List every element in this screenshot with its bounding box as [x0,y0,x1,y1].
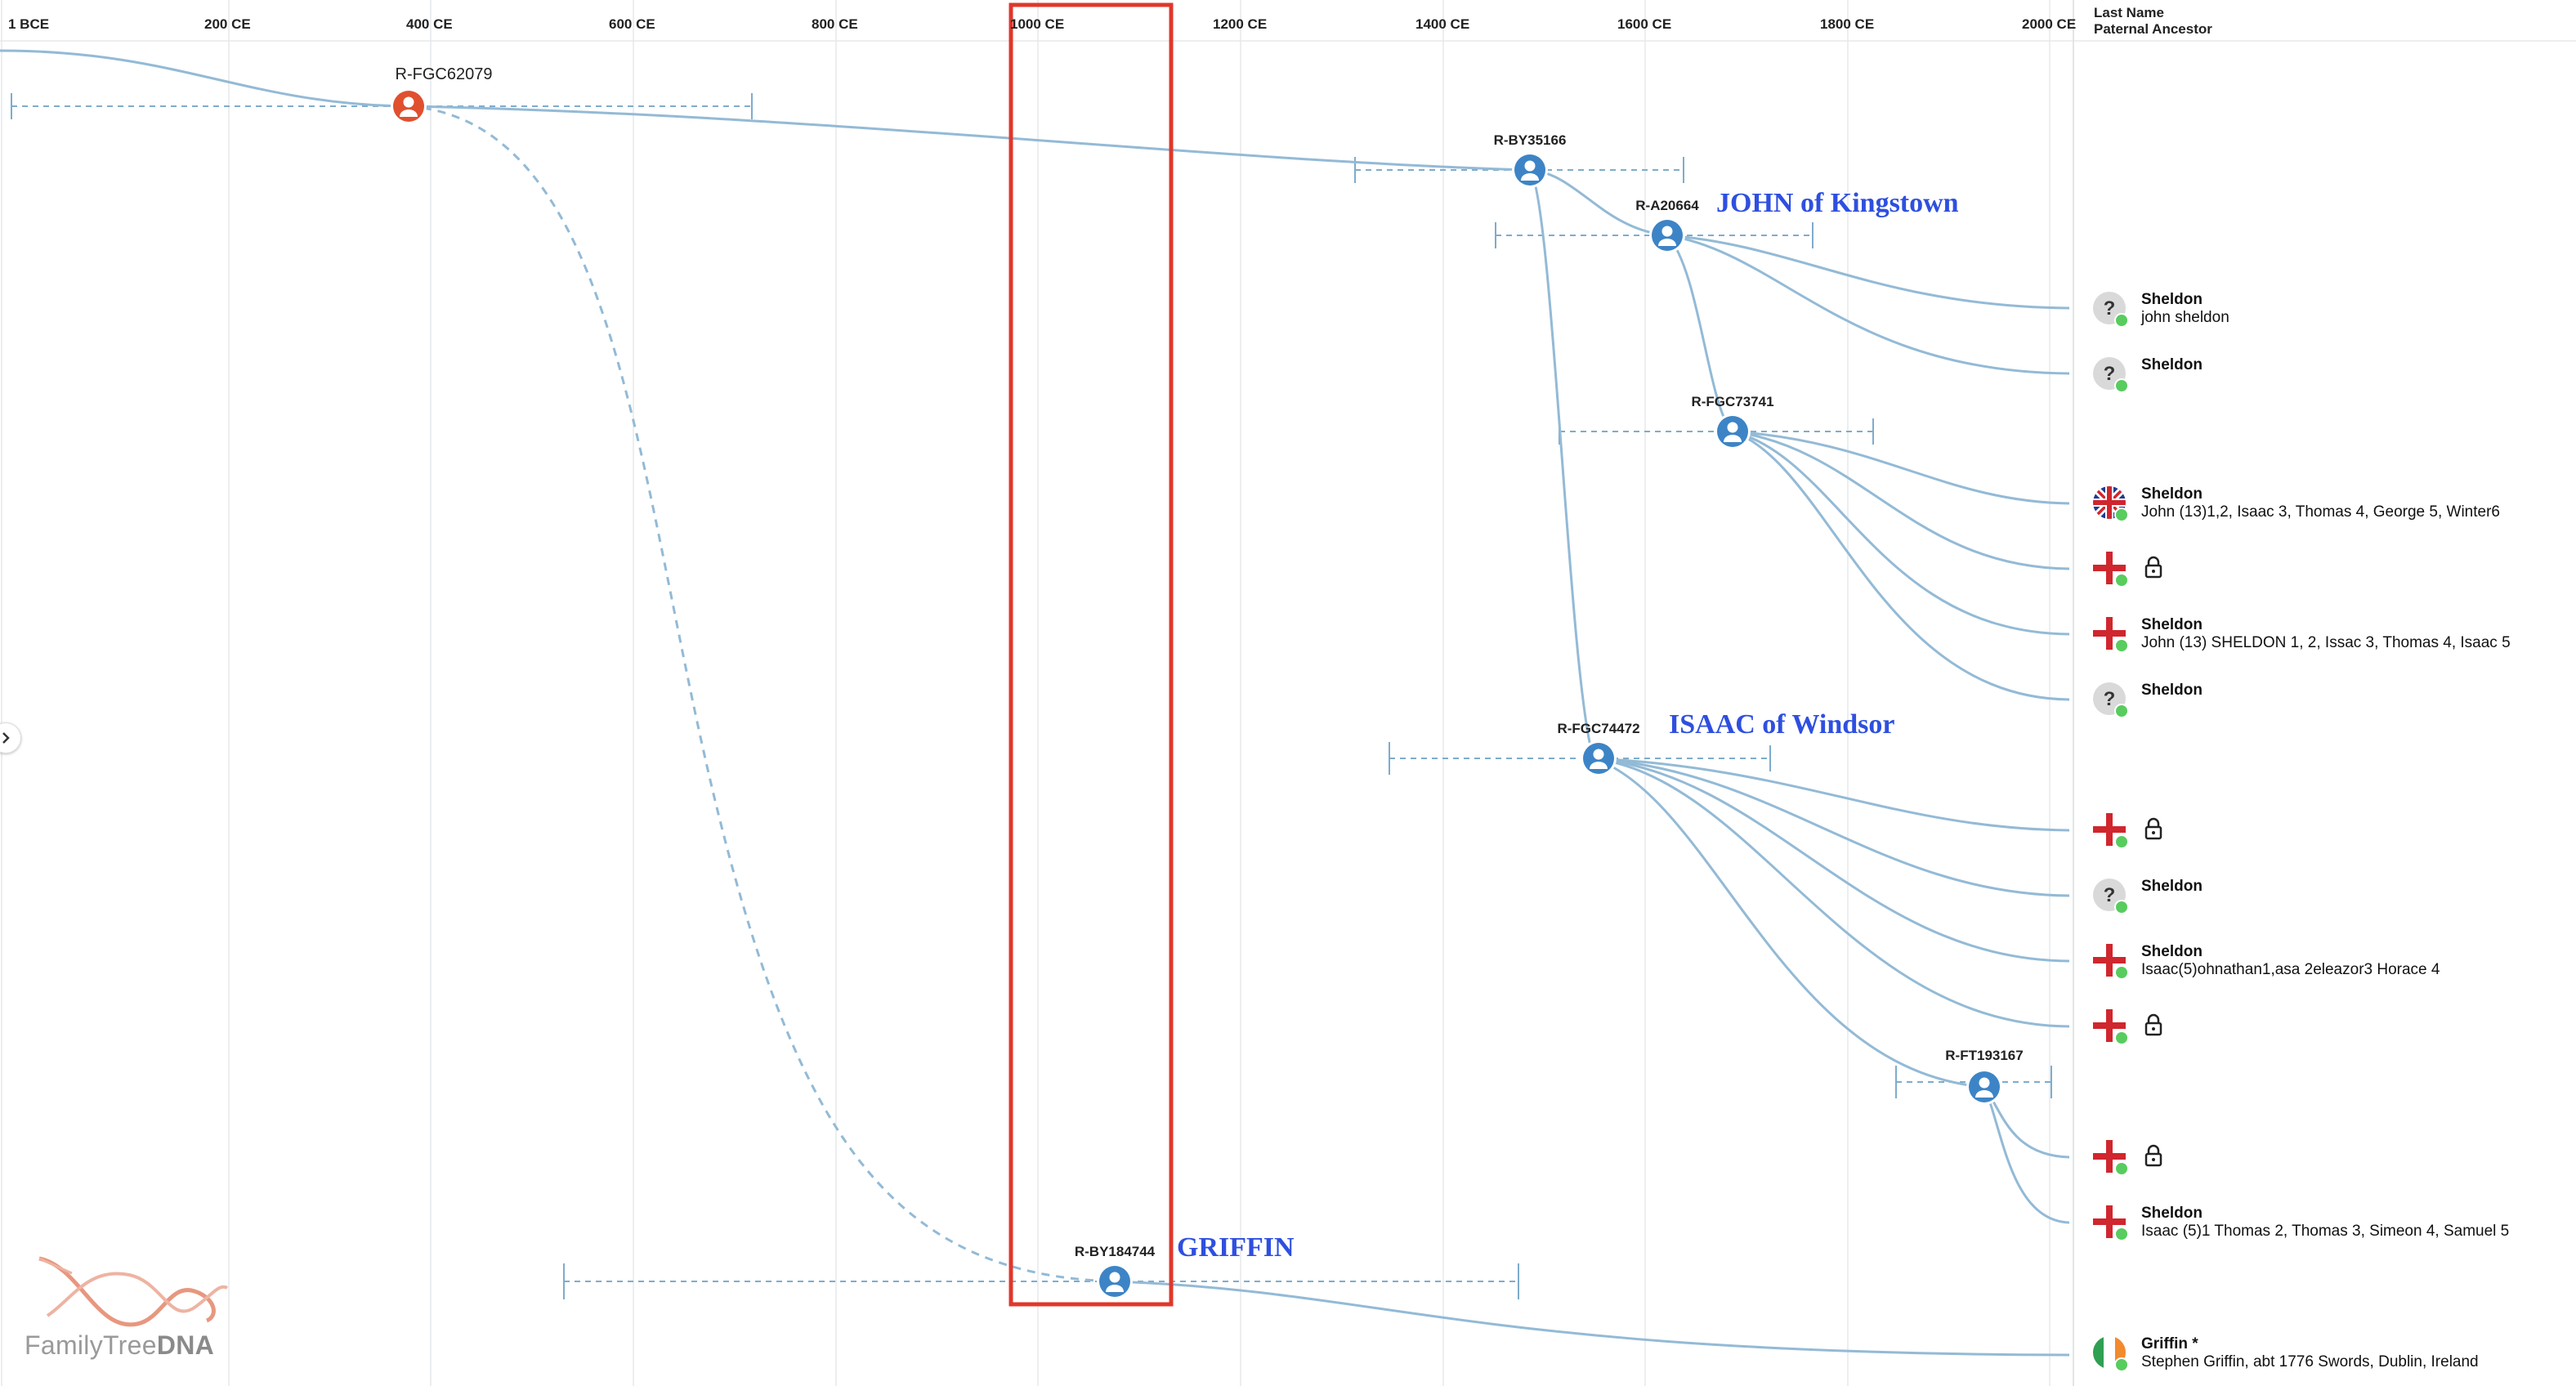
lock-icon [2144,817,2162,840]
row-last-name: Sheldon [2141,291,2203,308]
node-fgc74472[interactable] [1581,740,1617,776]
header-paternal-ancestor: Paternal Ancestor [2094,21,2212,37]
axis-tick-label: 1600 CE [1617,16,1672,32]
england-flag-icon [2093,617,2128,652]
node-label-fgc73741: R-FGC73741 [1691,394,1774,409]
header-last-name: Last Name [2094,5,2164,20]
range-a20664 [1495,222,1813,248]
axis-tick-label: 1000 CE [1010,16,1065,32]
node-label-by184744: R-BY184744 [1074,1244,1156,1259]
row-last-name: Sheldon [2141,616,2203,633]
row-text: Sheldon [2141,356,2203,374]
row-text: Sheldon Isaac (5)1 Thomas 2, Thomas 3, Si… [2141,1205,2509,1241]
node-a20664[interactable] [1649,217,1685,253]
node-label-by35166: R-BY35166 [1493,132,1567,148]
axis-tick-label: 200 CE [204,16,251,32]
svg-text:?: ? [2104,363,2116,385]
england-flag-icon [2093,944,2128,979]
node-ft193167[interactable] [1966,1069,2002,1105]
row-last-name: Sheldon [2141,485,2203,503]
range-root [11,93,753,119]
axis-tick-label: 1200 CE [1213,16,1268,32]
node-root[interactable] [391,88,427,124]
node-label-root: R-FGC62079 [395,65,493,83]
england-flag-icon [2093,1009,2128,1044]
brand-bold: DNA [156,1330,215,1360]
row-paternal-ancestor: Isaac (5)1 Thomas 2, Thomas 3, Simeon 4,… [2141,1223,2510,1240]
node-fgc73741[interactable] [1715,414,1751,449]
row-text: Sheldon [2141,878,2203,896]
axis-tick-label: 1 BCE [8,16,50,32]
annotation-isaac: ISAAC of Windsor [1669,709,1895,740]
chevron-right-icon [2,732,10,744]
node-by35166[interactable] [1512,152,1548,188]
row-paternal-ancestor: john sheldon [2141,309,2229,326]
node-label-ft193167: R-FT193167 [1945,1048,2024,1063]
range-fgc74472 [1389,742,1771,775]
row-paternal-ancestor: John (13)1,2, Isaac 3, Thomas 4, George … [2141,503,2500,521]
row-text: Griffin * Stephen Griffin, abt 1776 Sword… [2141,1335,2479,1371]
row-last-name: Sheldon [2141,943,2203,960]
highlight-box [1008,2,1174,1307]
row-last-name: Griffin * [2141,1335,2198,1352]
expand-panel-button[interactable] [0,722,21,753]
england-flag-icon [2093,552,2128,587]
node-by184744[interactable] [1097,1263,1133,1299]
england-flag-icon [2093,1205,2128,1241]
svg-text:?: ? [2104,688,2116,710]
row-last-name: Sheldon [2141,356,2203,373]
annotation-griffin: GRIFFIN [1177,1232,1295,1263]
england-flag-icon [2093,813,2128,848]
row-last-name: Sheldon [2141,878,2203,895]
node-label-a20664: R-A20664 [1635,198,1699,213]
ireland-flag-icon [2093,1336,2128,1371]
row-paternal-ancestor: Isaac(5)ohnathan1,asa 2eleazor3 Horace 4 [2141,961,2440,978]
lock-icon [2144,556,2162,579]
row-last-name: Sheldon [2141,682,2203,699]
svg-text:?: ? [2104,884,2116,906]
lock-icon [2144,1013,2162,1036]
unknown-origin-icon: ? [2093,682,2128,718]
brand-logo-text: FamilyTreeDNA [25,1330,214,1361]
range-by184744 [563,1263,1519,1299]
england-flag-icon [2093,1140,2128,1175]
axis-tick-label: 2000 CE [2022,16,2077,32]
axis-tick-label: 1400 CE [1415,16,1470,32]
axis-tick-label: 400 CE [406,16,453,32]
annotation-john: JOHN of Kingstown [1716,188,1959,218]
row-text: Sheldon John (13) SHELDON 1, 2, Issac 3, … [2141,616,2511,652]
age-ranges [11,93,2052,1299]
gridlines [1,0,2051,1386]
row-text: Sheldon Isaac(5)ohnathan1,asa 2eleazor3 H… [2141,943,2440,979]
row-paternal-ancestor: Stephen Griffin, abt 1776 Swords, Dublin… [2141,1353,2479,1370]
node-label-fgc74472: R-FGC74472 [1557,721,1640,736]
axis-tick-label: 1800 CE [1820,16,1875,32]
axis-tick-label: 600 CE [609,16,655,32]
row-paternal-ancestor: John (13) SHELDON 1, 2, Issac 3, Thomas … [2141,634,2511,651]
unknown-origin-icon: ? [2093,292,2128,327]
lock-icon [2144,1144,2162,1167]
unknown-origin-icon: ? [2093,357,2128,392]
row-text: Sheldon [2141,682,2203,700]
row-text: Sheldon John (13)1,2, Isaac 3, Thomas 4, … [2141,485,2500,521]
row-last-name: Sheldon [2141,1205,2203,1222]
uk-flag-icon [2093,486,2128,521]
axis-tick-label: 800 CE [812,16,858,32]
branches [0,49,2070,1357]
svg-text:?: ? [2104,297,2116,320]
dna-logo-icon [38,1256,229,1327]
unknown-origin-icon: ? [2093,879,2128,914]
brand-light: FamilyTree [25,1330,157,1360]
row-text: Sheldon john sheldon [2141,291,2229,327]
